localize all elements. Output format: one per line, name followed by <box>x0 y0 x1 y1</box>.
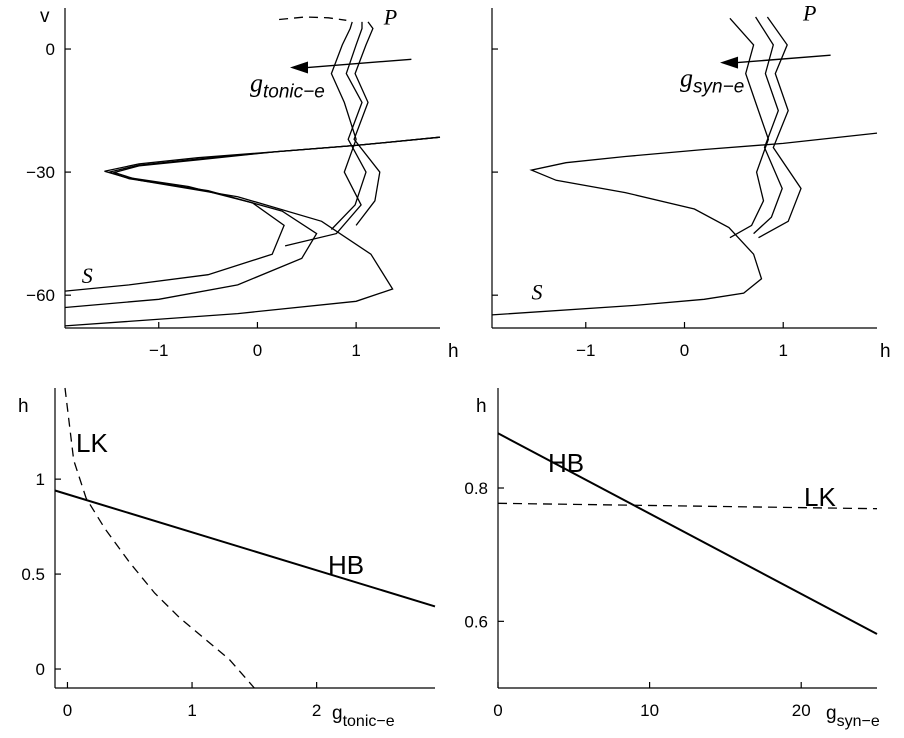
x-tick-label: 1 <box>778 341 787 360</box>
series-line-0 <box>491 132 878 316</box>
series-label-lk: LK <box>76 428 108 458</box>
x-tick-label: 10 <box>640 701 659 720</box>
y-axis-label: v <box>40 6 50 27</box>
y-axis-label: h <box>476 396 487 417</box>
series-line-hb <box>54 489 436 608</box>
x-tick-label: 0 <box>63 701 72 720</box>
y-tick-label: 0.6 <box>464 612 488 631</box>
curve-label-p: P <box>383 4 397 29</box>
y-tick-label: 0.5 <box>21 565 45 584</box>
y-tick-label: 0.8 <box>464 479 488 498</box>
curve-label-p: P <box>802 0 816 25</box>
x-tick-label: 1 <box>351 341 360 360</box>
series-label-hb: HB <box>328 550 364 580</box>
x-tick-label: −1 <box>149 341 168 360</box>
series-line-lk <box>497 502 878 510</box>
panel-bottom-right: 0 10 20 0.6 0.8 h gsyn−e HB LK <box>464 388 880 730</box>
curve-label-s: S <box>531 279 542 304</box>
parameter-arrow <box>733 54 831 64</box>
x-axis-label: gtonic−e <box>332 703 395 730</box>
arrow-label: gtonic−e <box>250 68 325 102</box>
series-line-5 <box>353 21 381 226</box>
parameter-arrow <box>303 58 412 69</box>
series-line-2 <box>753 16 783 235</box>
series-line-2 <box>64 136 441 327</box>
series-line-1 <box>729 17 770 239</box>
y-tick-label: −60 <box>26 286 55 305</box>
x-tick-label: −1 <box>576 341 595 360</box>
panel-bottom-left: 0 1 2 0 0.5 1 h gtonic−e HB LK <box>18 387 436 730</box>
y-tick-label: 0 <box>46 40 55 59</box>
x-tick-label: 2 <box>312 701 321 720</box>
arrow-head <box>290 61 308 74</box>
series-line-3 <box>284 21 362 247</box>
series-label-lk: LK <box>804 482 836 512</box>
series-label-hb: HB <box>548 448 584 478</box>
series-line-hb <box>497 432 878 635</box>
x-tick-label: 1 <box>187 701 196 720</box>
y-tick-label: −30 <box>26 163 55 182</box>
series-line-4 <box>330 21 367 230</box>
y-tick-label: 1 <box>36 470 45 489</box>
x-axis-label: gsyn−e <box>826 703 880 730</box>
x-tick-label: 20 <box>792 701 811 720</box>
arrow-head <box>720 56 739 69</box>
series-line-lk <box>64 387 255 689</box>
series-line-1 <box>64 136 441 309</box>
y-axis-label: h <box>18 396 29 417</box>
series-line-3 <box>758 16 802 239</box>
x-tick-label: 0 <box>680 341 689 360</box>
curve-label-s: S <box>82 263 93 288</box>
x-tick-label: 0 <box>253 341 262 360</box>
x-tick-label: 0 <box>493 701 502 720</box>
y-tick-label: 0 <box>36 660 45 679</box>
series-line-6 <box>279 16 347 21</box>
series-line-0 <box>64 136 441 292</box>
x-axis-label: h <box>448 341 459 362</box>
x-axis-label: h <box>880 341 891 362</box>
arrow-label: gsyn−e <box>680 64 744 98</box>
